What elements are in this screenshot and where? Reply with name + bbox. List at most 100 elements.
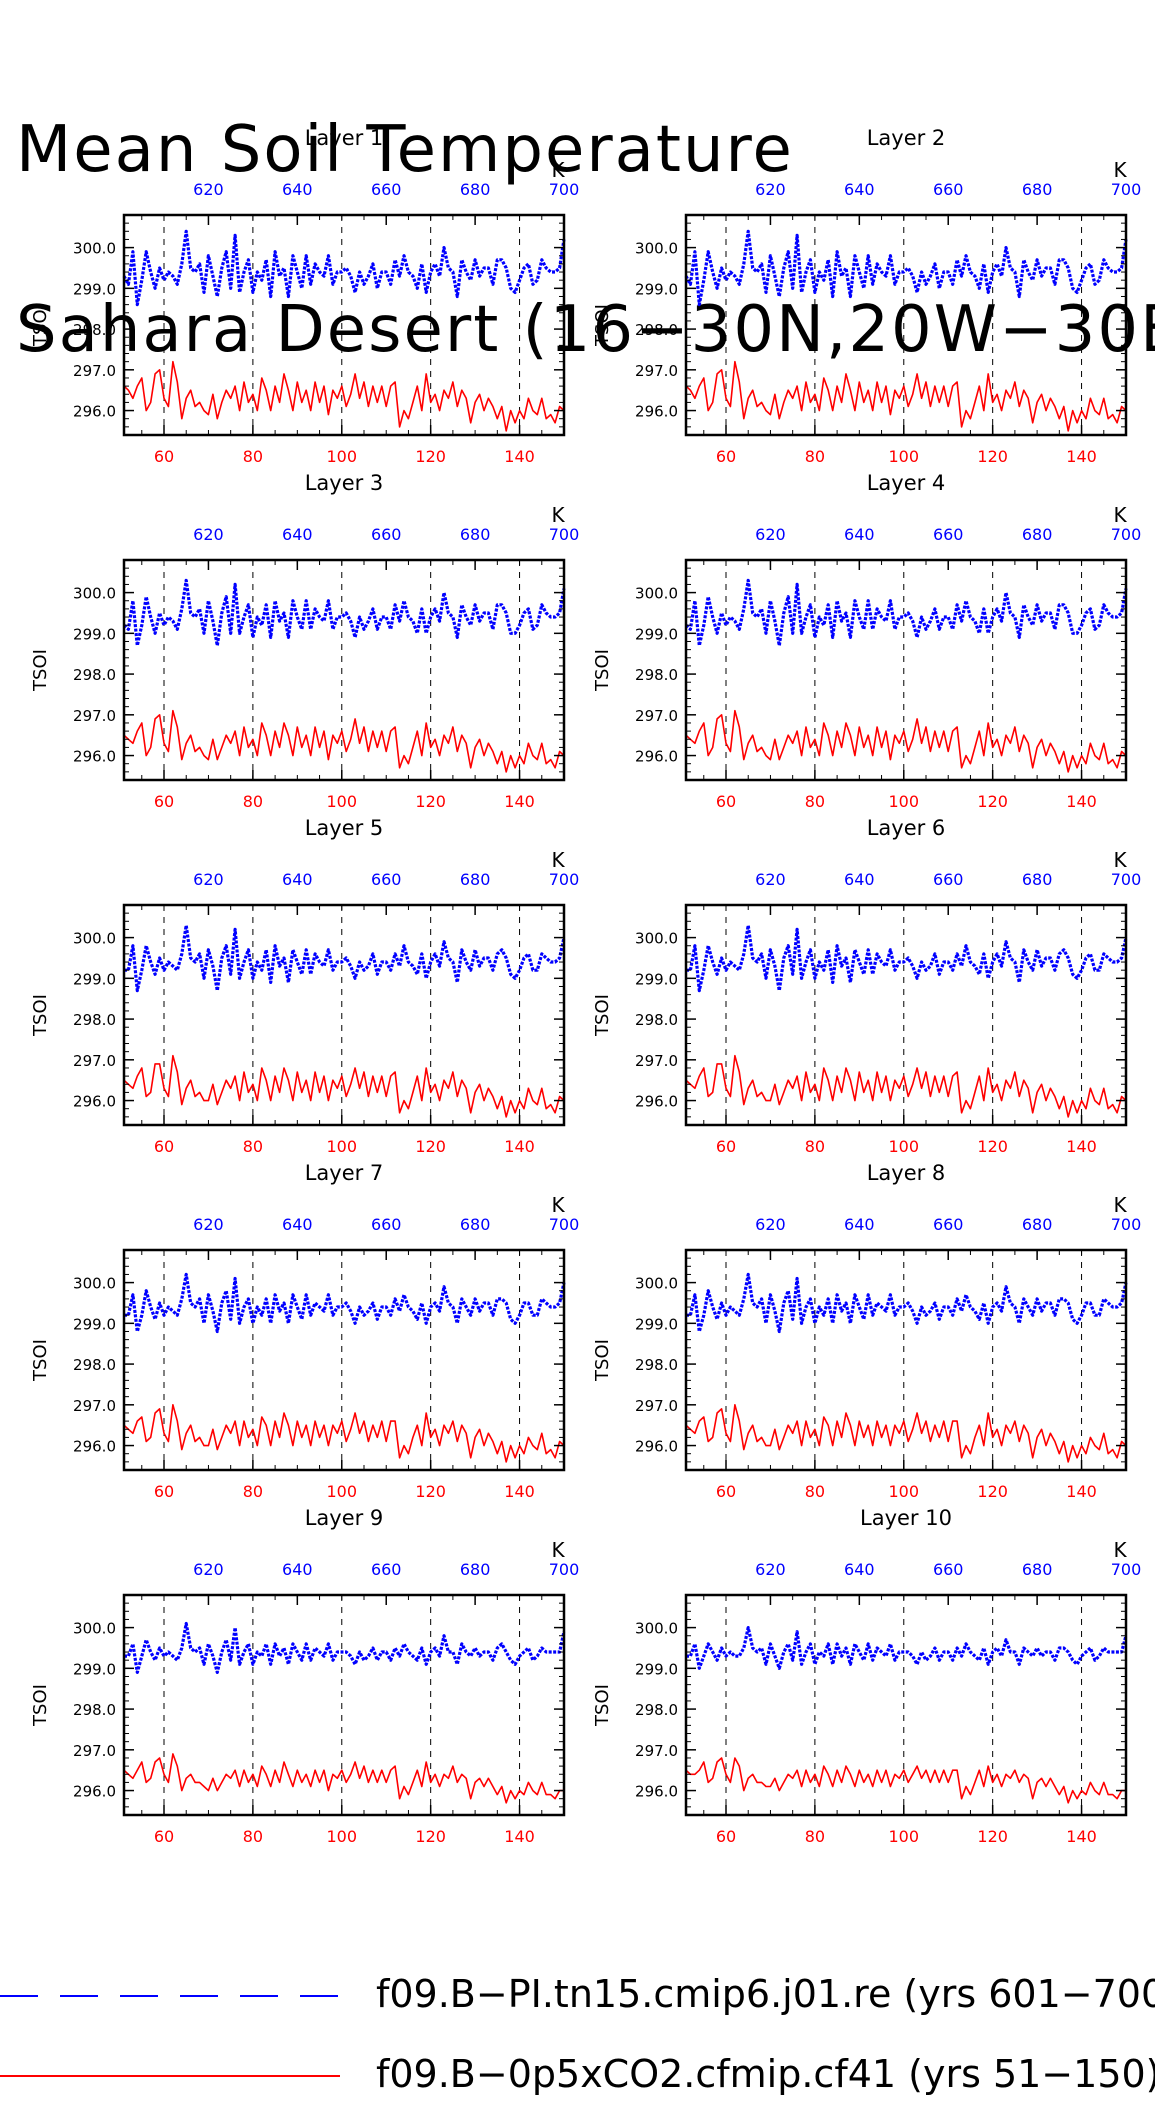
series-line-0p5xco2 xyxy=(685,1404,1127,1463)
x-bottom-tick-label: 140 xyxy=(504,1482,535,1501)
x-bottom-tick-label: 60 xyxy=(154,1137,174,1156)
panel-title: Layer 10 xyxy=(860,1506,952,1530)
top-axis-unit: K xyxy=(551,1538,565,1562)
x-top-tick-label: 700 xyxy=(549,1560,580,1579)
panel-title: Layer 4 xyxy=(867,471,946,495)
x-bottom-tick-label: 100 xyxy=(327,1137,358,1156)
y-tick-label: 299.0 xyxy=(635,1315,678,1333)
series-line-0p5xco2 xyxy=(685,1054,1127,1118)
x-top-tick-label: 680 xyxy=(460,180,491,199)
y-tick-label: 298.0 xyxy=(635,1011,678,1029)
x-top-tick-label: 680 xyxy=(1022,525,1053,544)
y-tick-label: 299.0 xyxy=(635,970,678,988)
x-top-tick-label: 660 xyxy=(933,180,964,199)
y-axis-label: TSOI xyxy=(592,1684,613,1727)
x-bottom-tick-label: 120 xyxy=(977,1137,1008,1156)
y-tick-label: 297.0 xyxy=(73,1397,116,1415)
y-tick-label: 297.0 xyxy=(635,1742,678,1760)
panel-title: Layer 7 xyxy=(305,1161,384,1185)
panel-title: Layer 3 xyxy=(305,471,384,495)
y-tick-label: 296.0 xyxy=(73,1783,116,1801)
y-tick-label: 296.0 xyxy=(635,1093,678,1111)
chart-panel-10: Layer 10 296.0 297.0 298.0 299.0 300.0 TSOI 60 8… xyxy=(592,1506,1141,1846)
x-top-tick-label: 640 xyxy=(844,1215,875,1234)
plot-frame xyxy=(122,1593,566,1817)
y-tick-label: 298.0 xyxy=(73,1011,116,1029)
x-bottom-tick-label: 140 xyxy=(1066,792,1097,811)
top-axis-unit: K xyxy=(551,848,565,872)
y-tick-label: 299.0 xyxy=(635,280,678,298)
y-tick-label: 299.0 xyxy=(73,1315,116,1333)
x-top-tick-label: 680 xyxy=(460,525,491,544)
x-top-tick-label: 620 xyxy=(755,870,786,889)
x-bottom-tick-label: 80 xyxy=(805,1137,825,1156)
x-top-tick-label: 660 xyxy=(371,525,402,544)
series-line-pi xyxy=(122,578,566,648)
x-bottom-tick-label: 100 xyxy=(327,447,358,466)
x-bottom-tick-label: 120 xyxy=(415,447,446,466)
x-bottom-tick-label: 80 xyxy=(805,1827,825,1846)
x-top-tick-label: 640 xyxy=(844,870,875,889)
chart-panel-9: Layer 9 296.0 297.0 298.0 299.0 300.0 TSOI 60 80… xyxy=(30,1506,579,1846)
y-tick-label: 300.0 xyxy=(635,585,678,603)
x-top-tick-label: 640 xyxy=(844,180,875,199)
y-tick-label: 297.0 xyxy=(73,1742,116,1760)
x-top-tick-label: 700 xyxy=(549,180,580,199)
series-line-pi xyxy=(686,1625,1128,1670)
y-tick-label: 296.0 xyxy=(635,1783,678,1801)
x-top-tick-label: 700 xyxy=(549,870,580,889)
top-axis-unit: K xyxy=(1113,1538,1127,1562)
series-line-0p5xco2 xyxy=(123,709,565,773)
y-tick-label: 297.0 xyxy=(635,362,678,380)
x-bottom-tick-label: 60 xyxy=(154,792,174,811)
panel-title: Layer 1 xyxy=(305,126,384,150)
chart-panel-6: Layer 6 296.0 297.0 298.0 299.0 300.0 TSOI 60 80… xyxy=(592,816,1141,1156)
y-tick-label: 298.0 xyxy=(635,666,678,684)
x-bottom-tick-label: 140 xyxy=(1066,1137,1097,1156)
x-top-tick-label: 660 xyxy=(933,1215,964,1234)
x-top-tick-label: 640 xyxy=(844,1560,875,1579)
y-tick-label: 299.0 xyxy=(73,625,116,643)
y-axis-label: TSOI xyxy=(30,1339,51,1382)
x-bottom-tick-label: 120 xyxy=(415,1827,446,1846)
series-line-0p5xco2 xyxy=(685,709,1127,773)
x-bottom-tick-label: 140 xyxy=(504,792,535,811)
x-top-tick-label: 680 xyxy=(1022,1215,1053,1234)
legend-label-pi: f09.B−PI.tn15.cmip6.j01.re (yrs 601−700) xyxy=(376,1972,1155,2016)
x-bottom-tick-label: 60 xyxy=(154,1482,174,1501)
y-tick-label: 298.0 xyxy=(635,1701,678,1719)
y-tick-label: 300.0 xyxy=(73,930,116,948)
panel-title: Layer 6 xyxy=(867,816,946,840)
x-bottom-tick-label: 80 xyxy=(243,447,263,466)
plot-frame xyxy=(122,213,566,437)
x-bottom-tick-label: 80 xyxy=(243,1827,263,1846)
plot-frame xyxy=(122,1248,566,1472)
series-line-0p5xco2 xyxy=(123,360,565,432)
x-bottom-tick-label: 80 xyxy=(243,1482,263,1501)
y-tick-label: 300.0 xyxy=(635,240,678,258)
plot-frame xyxy=(684,213,1128,437)
series-line-pi xyxy=(122,229,566,307)
y-tick-label: 300.0 xyxy=(635,930,678,948)
chart-panel-3: Layer 3 296.0 297.0 298.0 299.0 300.0 TSOI 60 80… xyxy=(30,471,579,811)
y-axis-label: TSOI xyxy=(592,994,613,1037)
y-tick-label: 296.0 xyxy=(73,403,116,421)
x-top-tick-label: 640 xyxy=(282,1560,313,1579)
y-axis-label: TSOI xyxy=(30,649,51,692)
x-top-tick-label: 680 xyxy=(1022,870,1053,889)
panel-title: Layer 2 xyxy=(867,126,946,150)
x-bottom-tick-label: 60 xyxy=(716,1827,736,1846)
top-axis-unit: K xyxy=(551,503,565,527)
y-tick-label: 296.0 xyxy=(635,748,678,766)
x-top-tick-label: 680 xyxy=(460,870,491,889)
x-bottom-tick-label: 80 xyxy=(805,792,825,811)
x-bottom-tick-label: 80 xyxy=(805,447,825,466)
legend-swatch-solid xyxy=(0,2075,340,2077)
x-bottom-tick-label: 140 xyxy=(504,447,535,466)
panel-title: Layer 5 xyxy=(305,816,384,840)
legend-entry-pi: f09.B−PI.tn15.cmip6.j01.re (yrs 601−700) xyxy=(0,1960,1155,2020)
y-axis-label: TSOI xyxy=(30,1684,51,1727)
y-axis-label: TSOI xyxy=(30,994,51,1037)
x-top-tick-label: 660 xyxy=(933,870,964,889)
x-bottom-tick-label: 100 xyxy=(889,792,920,811)
